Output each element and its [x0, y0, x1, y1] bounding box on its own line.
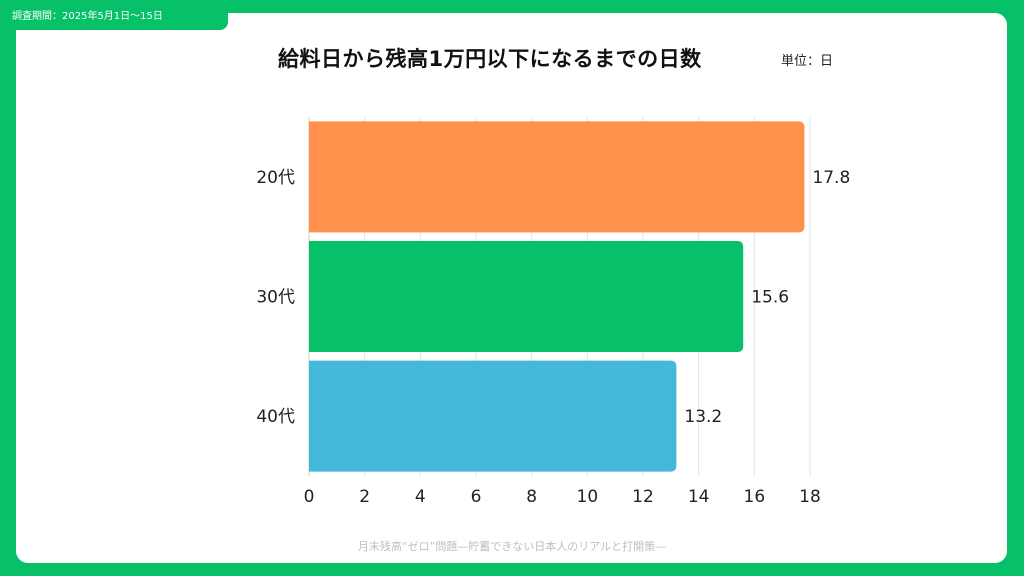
- category-label-3: 40代: [256, 407, 295, 427]
- x-tick-10: 10: [577, 487, 599, 507]
- data-label-2: 15.6: [751, 288, 789, 308]
- bar-3: [309, 360, 677, 472]
- x-tick-12: 12: [632, 487, 654, 507]
- chart-title: 給料日から残高1万円以下になるまでの日数: [278, 47, 702, 71]
- x-tick-18: 18: [799, 487, 821, 507]
- x-tick-8: 8: [526, 487, 537, 507]
- category-label-2: 30代: [256, 288, 295, 308]
- x-tick-14: 14: [688, 487, 710, 507]
- category-label-1: 20代: [256, 168, 295, 188]
- x-tick-4: 4: [415, 487, 426, 507]
- x-tick-2: 2: [359, 487, 370, 507]
- data-label-1: 17.8: [812, 168, 850, 188]
- data-label-3: 13.2: [684, 407, 722, 427]
- x-tick-6: 6: [471, 487, 482, 507]
- x-tick-16: 16: [744, 487, 766, 507]
- bar-1: [309, 121, 805, 233]
- survey-period-tab: 調査期間：2025年5月1日〜15日: [0, 0, 228, 30]
- x-tick-0: 0: [304, 487, 315, 507]
- footer-caption: 月末残高“ゼロ”問題―貯蓄できない日本人のリアルと打開策―: [357, 540, 667, 553]
- bar-2: [309, 241, 744, 352]
- survey-period: 調査期間：2025年5月1日〜15日: [12, 11, 163, 22]
- unit-label: 単位：日: [781, 54, 834, 69]
